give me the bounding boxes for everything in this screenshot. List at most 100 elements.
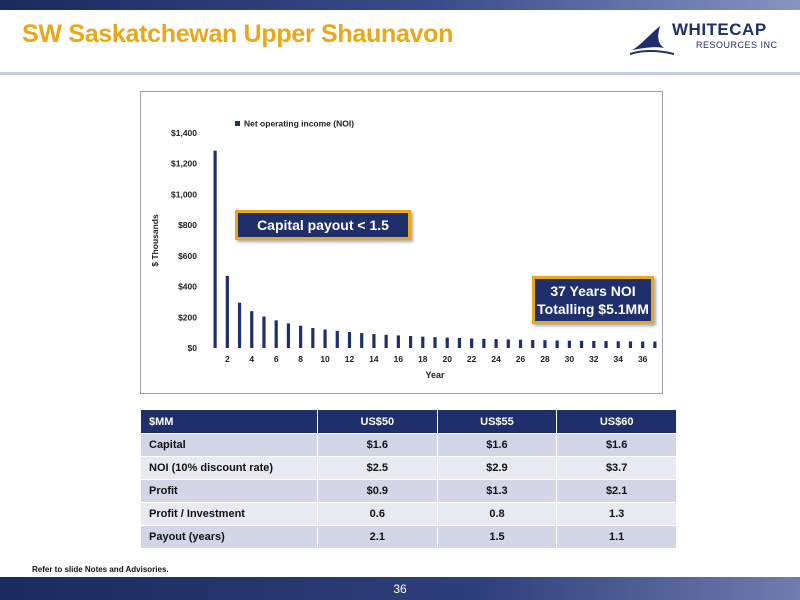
table-cell: $1.3 <box>436 479 558 503</box>
bar <box>408 336 413 348</box>
table-cell: $1.6 <box>317 433 438 457</box>
x-tick-label: 34 <box>614 354 624 364</box>
bar <box>372 334 376 348</box>
bar <box>286 323 291 348</box>
bar <box>225 275 229 348</box>
table-row: Profit / Investment 0.6 0.8 1.3 <box>140 502 677 526</box>
x-tick-label: 26 <box>516 354 526 364</box>
x-tick-label: 28 <box>540 354 550 364</box>
logo-wordmark: WHITECAP <box>672 20 767 39</box>
x-tick-label: 16 <box>394 354 404 364</box>
table-row: Payout (years) 2.1 1.5 1.1 <box>140 525 677 549</box>
top-strip <box>0 0 800 10</box>
slide-title: SW Saskatchewan Upper Shaunavon <box>22 20 454 48</box>
bar <box>653 341 657 348</box>
bar <box>250 311 254 348</box>
table-header-row: $MM US$50 US$55 US$60 <box>140 409 677 434</box>
table-cell: $2.9 <box>436 456 558 480</box>
bar <box>421 336 425 348</box>
table-cell: Payout (years) <box>140 525 318 549</box>
header <box>0 10 800 70</box>
bar <box>555 340 559 348</box>
y-tick-label: $800 <box>178 220 197 230</box>
table-cell: 0.6 <box>317 502 438 526</box>
x-tick-label: 32 <box>589 354 599 364</box>
bar <box>433 337 437 348</box>
table-cell: 0.8 <box>436 502 558 526</box>
table-cell: $2.5 <box>317 456 438 480</box>
callout-noi-total: 37 Years NOI Totalling $5.1MM <box>532 276 654 324</box>
bar <box>213 150 217 348</box>
y-tick-label: $0 <box>188 343 198 353</box>
x-tick-label: 24 <box>491 354 501 364</box>
bar <box>396 335 400 348</box>
x-tick-label: 2 <box>225 354 230 364</box>
x-tick-label: 10 <box>320 354 330 364</box>
y-tick-label: $600 <box>178 251 197 261</box>
footer-bar: 36 <box>0 577 800 600</box>
bar <box>384 334 388 348</box>
bar <box>470 338 474 348</box>
logo-subtitle: RESOURCES INC <box>696 40 778 50</box>
whitecap-logo: WHITECAP RESOURCES INC <box>630 18 792 60</box>
x-axis-title: Year <box>425 370 445 380</box>
table-header-cell: $MM <box>140 409 318 434</box>
bar <box>445 337 449 348</box>
legend-label: Net operating income (NOI) <box>244 119 354 129</box>
footnote: Refer to slide Notes and Advisories. <box>32 565 169 574</box>
callout-capital-payout-text: Capital payout < 1.5 Years <box>257 217 389 257</box>
x-tick-label: 20 <box>442 354 452 364</box>
bar <box>494 339 498 348</box>
x-tick-label: 6 <box>274 354 279 364</box>
economics-table: $MM US$50 US$55 US$60 Capital $1.6 $1.6 … <box>140 409 677 549</box>
bar <box>604 341 608 348</box>
y-tick-label: $1,400 <box>171 128 197 138</box>
x-tick-label: 8 <box>298 354 303 364</box>
table-cell: 1.3 <box>556 502 677 526</box>
shark-fin-icon <box>630 26 674 55</box>
bar <box>518 339 523 348</box>
bar <box>628 341 633 348</box>
y-axis-title: $ Thousands <box>150 214 160 267</box>
x-tick-label: 18 <box>418 354 428 364</box>
table-cell: 1.1 <box>556 525 677 549</box>
table-row: Capital $1.6 $1.6 $1.6 <box>140 433 677 457</box>
bar <box>457 338 462 348</box>
x-tick-label: 22 <box>467 354 477 364</box>
bar <box>237 302 242 348</box>
callout-noi-line1: 37 Years NOI <box>550 283 636 299</box>
y-tick-label: $400 <box>178 282 197 292</box>
x-tick-label: 36 <box>638 354 648 364</box>
table-cell: $3.7 <box>556 456 677 480</box>
table-header-cell: US$50 <box>317 409 438 434</box>
table-cell: Capital <box>140 433 318 457</box>
table-cell: $0.9 <box>317 479 438 503</box>
y-tick-label: $1,200 <box>171 159 197 169</box>
bar <box>506 339 510 348</box>
table-cell: NOI (10% discount rate) <box>140 456 318 480</box>
bar <box>592 340 596 348</box>
x-tick-label: 30 <box>565 354 575 364</box>
callout-capital-payout: Capital payout < 1.5 Years <box>235 210 411 257</box>
x-tick-label: 12 <box>345 354 355 364</box>
table-header-cell: US$60 <box>556 409 677 434</box>
legend-swatch <box>235 121 240 126</box>
bar <box>299 325 303 348</box>
table-cell: Profit <box>140 479 318 503</box>
table-cell: $1.6 <box>556 433 677 457</box>
bar <box>579 340 584 348</box>
x-tick-label: 4 <box>249 354 254 364</box>
bar <box>335 330 339 348</box>
bar <box>347 332 352 348</box>
bar <box>311 328 315 348</box>
bar <box>274 320 278 348</box>
table-row: Profit $0.9 $1.3 $2.1 <box>140 479 677 503</box>
bar <box>641 341 645 348</box>
bar <box>262 316 266 348</box>
bar <box>616 341 620 348</box>
bar <box>482 338 486 348</box>
table-header-cell: US$55 <box>436 409 558 434</box>
y-tick-label: $1,000 <box>171 189 197 199</box>
bar <box>567 340 571 348</box>
